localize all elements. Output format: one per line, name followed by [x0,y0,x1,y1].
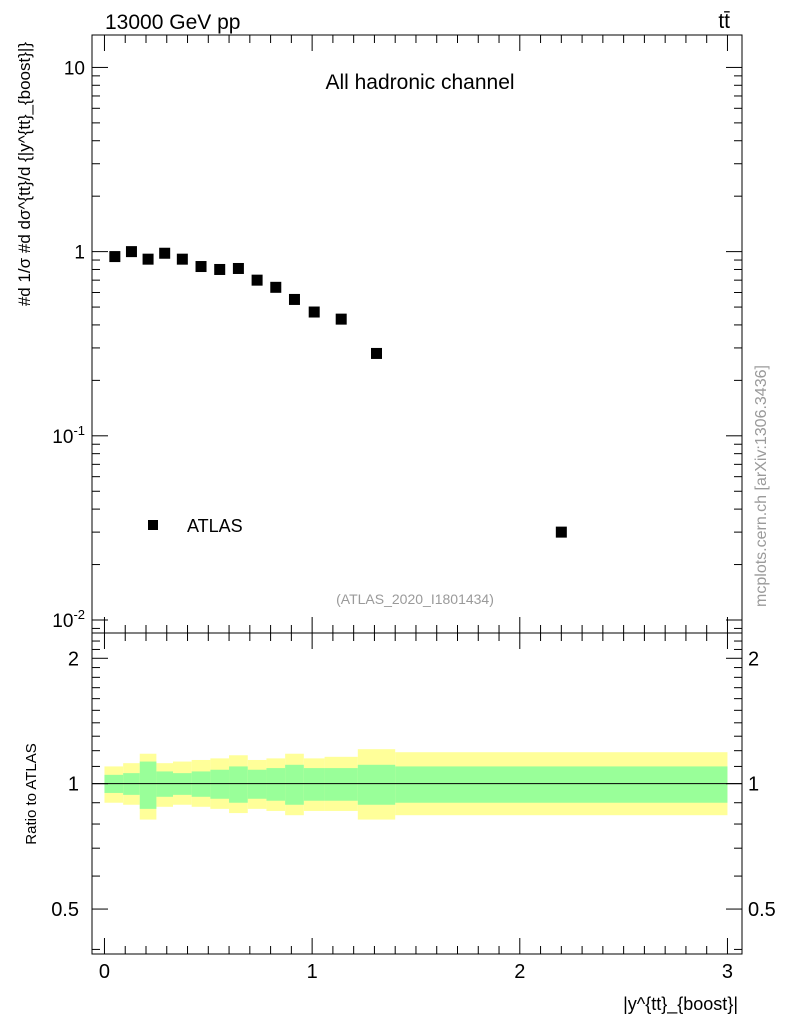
data-point [288,293,300,305]
data-point [555,526,567,538]
x-tick-label: 3 [722,961,733,983]
stat-uncertainty-band [266,768,286,801]
data-point [195,261,207,273]
y-tick-label: 1 [74,243,85,264]
stat-uncertainty-band [139,761,157,809]
x-tick-label: 1 [307,961,318,983]
ratio-plot-ticks [92,633,742,954]
main-plot-frame [91,34,743,634]
x-tick-labels: 0 1 2 3 [99,961,733,983]
watermark: mcplots.cern.ch [arXiv:1306.3436] [753,365,770,607]
ratio-y-tick-label: 2 [68,648,79,670]
data-point [335,313,347,325]
stat-uncertainty-band [247,769,267,799]
y-tick-label: 10-2 [52,607,85,632]
ratio-y-tick-label: 0.5 [51,899,79,921]
stat-uncertainty-band [324,768,358,801]
ratio-plot: 0.5 0.5 1 1 2 2 0 1 2 3 [51,632,776,983]
data-point [214,263,226,275]
ratio-y-tick-label-right: 1 [748,774,759,796]
ratio-plot-frame [91,632,743,955]
main-plot-ticks [92,35,742,633]
data-point [176,253,188,265]
stat-uncertainty-band [395,766,728,803]
data-point [159,247,171,259]
ratio-y-tick-labels: 0.5 0.5 1 1 2 2 [51,648,776,921]
data-point [125,246,137,258]
data-point [109,251,121,263]
x-tick-label: 0 [99,961,110,983]
data-point [232,262,244,274]
x-axis-label: |y^{tt}_{boost}| [623,994,738,1015]
y-tick-label-exponent: -2 [73,607,85,622]
stat-uncertainty-band [357,764,396,805]
x-tick-label: 2 [514,961,525,983]
ratio-y-tick-label-right: 2 [748,648,759,670]
atlas-data-points [109,246,567,538]
main-y-axis-label: #d 1/σ #d dσ^{tt}/d {|y^{tt}_{boost}|} [15,42,34,306]
chart-title: All hadronic channel [325,71,514,94]
y-tick-label: 10-1 [52,423,85,448]
stat-uncertainty-band [285,764,304,805]
data-point [270,281,282,293]
stat-uncertainty-band [229,766,248,803]
ratio-bands [104,749,728,820]
stat-uncertainty-band [210,769,230,799]
analysis-id: (ATLAS_2020_I1801434) [336,591,494,607]
data-point [308,306,320,318]
legend-marker-atlas [148,520,158,530]
data-point [251,274,263,286]
ratio-y-tick-label-right: 0.5 [748,899,776,921]
stat-uncertainty-band [303,768,325,801]
ratio-y-axis-label: Ratio to ATLAS [23,743,40,844]
y-tick-label-exponent: -1 [73,423,85,438]
y-tick-label: 10 [64,58,85,79]
main-plot-y-tick-labels: 10-2 10-1 1 10 [52,58,85,632]
data-point [371,347,383,359]
ratio-y-tick-label: 1 [68,774,79,796]
main-plot: 10-2 10-1 1 10 All hadronic channel ATLAS (… [52,34,743,634]
process-label: tt̄ [718,10,730,33]
legend-label-atlas: ATLAS [187,516,243,536]
data-point [142,253,154,265]
energy-label: 13000 GeV pp [105,11,240,34]
